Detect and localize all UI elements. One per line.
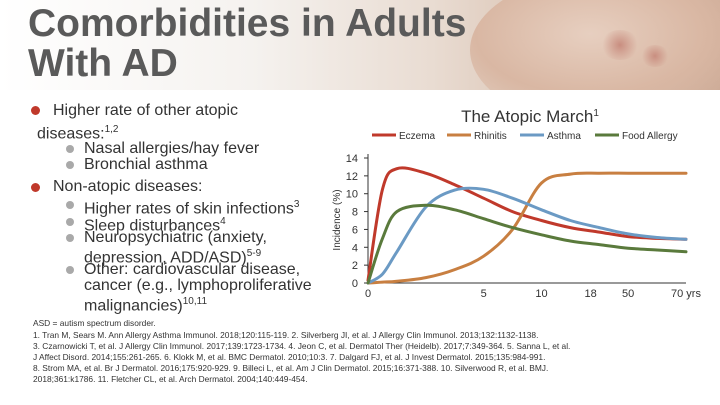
y-tick-label: 10 xyxy=(346,189,358,201)
sub-bullet-dot xyxy=(66,145,74,153)
y-axis: 0 2 4 6 8 10 12 14 xyxy=(346,153,369,290)
series-line-eczema xyxy=(366,166,688,282)
y-tick-label: 6 xyxy=(352,224,358,236)
legend-label: Food Allergy xyxy=(622,131,678,142)
slide-title-line2: With AD xyxy=(28,42,178,85)
sub-bullet-text: Neuropsychiatric (anxiety, xyxy=(84,229,267,246)
citation: 10,11 xyxy=(182,296,208,307)
x-tick-label: 10 xyxy=(535,288,547,300)
footnote-ref: 2018;361:k1786. 11. Fletcher CL, et al. … xyxy=(33,374,308,384)
x-tick-label: 18 xyxy=(584,288,596,300)
skin-photo xyxy=(470,0,720,90)
bullet-text: Non-atopic diseases: xyxy=(53,178,203,195)
bullet-dot xyxy=(31,106,40,115)
y-tick-label: 4 xyxy=(352,242,358,254)
series-line-asthma xyxy=(366,186,688,285)
y-tick-label: 12 xyxy=(346,171,358,183)
sub-bullet-text: depression, ADD/ASD)5-9 xyxy=(84,245,261,266)
sub-bullet-text: Bronchial asthma xyxy=(84,156,208,173)
sub-bullet-text: Sleep disturbances4 xyxy=(84,213,226,234)
x-tick-label: 5 xyxy=(481,288,487,300)
y-tick-label: 14 xyxy=(346,153,358,165)
x-axis: 0 5 10 18 50 70 yrs xyxy=(365,282,701,300)
sub-bullet-dot xyxy=(66,234,74,242)
y-tick-label: 0 xyxy=(352,278,358,290)
sub-bullet-dot xyxy=(66,161,74,169)
chart-title: The Atopic March1 xyxy=(461,107,599,126)
bullet-text: diseases:1,2 xyxy=(37,121,119,142)
citation: 3 xyxy=(293,199,300,210)
sub-bullet-dot xyxy=(66,201,74,209)
citation: 5-9 xyxy=(246,248,262,259)
series-line-rhinitis xyxy=(366,171,688,285)
sub-bullet-text: Nasal allergies/hay fever xyxy=(84,140,260,157)
sub-bullet-dot xyxy=(66,218,74,226)
footnote-abbrev: ASD = autism spectrum disorder. xyxy=(33,318,156,328)
sub-bullet-text-part: depression, ADD/ASD) xyxy=(84,249,247,267)
sub-bullet-text: malignancies)10,11 xyxy=(84,293,207,314)
sub-bullet-text-part: malignancies) xyxy=(84,297,183,315)
sub-bullet-text-part: Higher rates of skin infections xyxy=(84,200,294,218)
title-banner: Comorbidities in Adults With AD xyxy=(0,0,720,90)
slide-title-line1: Comorbidities in Adults xyxy=(28,2,467,45)
x-tick-label: 50 xyxy=(622,288,634,300)
citation: 1,2 xyxy=(104,124,119,135)
footnote-ref: 8. Strom MA, et al. Br J Dermatol. 2016;… xyxy=(33,363,549,373)
sub-bullet-text: cancer (e.g., lymphoproliferative xyxy=(84,277,312,294)
sub-bullet-dot xyxy=(66,266,74,274)
footnote-ref: 3. Czarnowicki T, et al. J Allergy Clin … xyxy=(33,341,571,351)
rash-spot xyxy=(640,45,670,67)
bullet-text: Higher rate of other atopic xyxy=(53,102,238,119)
y-axis-label: Incidence (%) xyxy=(332,189,343,250)
chart-legend: Eczema Rhinitis Asthma Food Allergy xyxy=(372,131,678,142)
footnote-ref: 1. Tran M, Sears M. Ann Allergy Asthma I… xyxy=(33,330,539,340)
y-tick-label: 2 xyxy=(352,260,358,272)
sub-bullet-text-part: Sleep disturbances xyxy=(84,217,221,235)
x-tick-label: 0 xyxy=(365,288,371,300)
y-tick-label: 8 xyxy=(352,207,358,219)
legend-label: Rhinitis xyxy=(474,131,507,142)
sub-bullet-text: Higher rates of skin infections3 xyxy=(84,196,299,217)
sub-bullet-text: Other: cardiovascular disease, xyxy=(84,261,301,278)
legend-label: Asthma xyxy=(547,131,581,142)
x-tick-label: 70 yrs xyxy=(671,288,701,300)
bullet-text-part: diseases: xyxy=(37,125,105,143)
legend-label: Eczema xyxy=(399,131,436,142)
series-line-food-allergy xyxy=(366,203,688,285)
chart-series xyxy=(366,166,688,285)
citation: 4 xyxy=(220,216,226,227)
slide-title: Comorbidities in Adults With AD xyxy=(28,4,466,84)
rash-spot xyxy=(600,30,640,60)
bullet-dot xyxy=(31,183,40,192)
footnote-ref: J Affect Disord. 2014;155:261-265. 6. Kl… xyxy=(33,352,546,362)
